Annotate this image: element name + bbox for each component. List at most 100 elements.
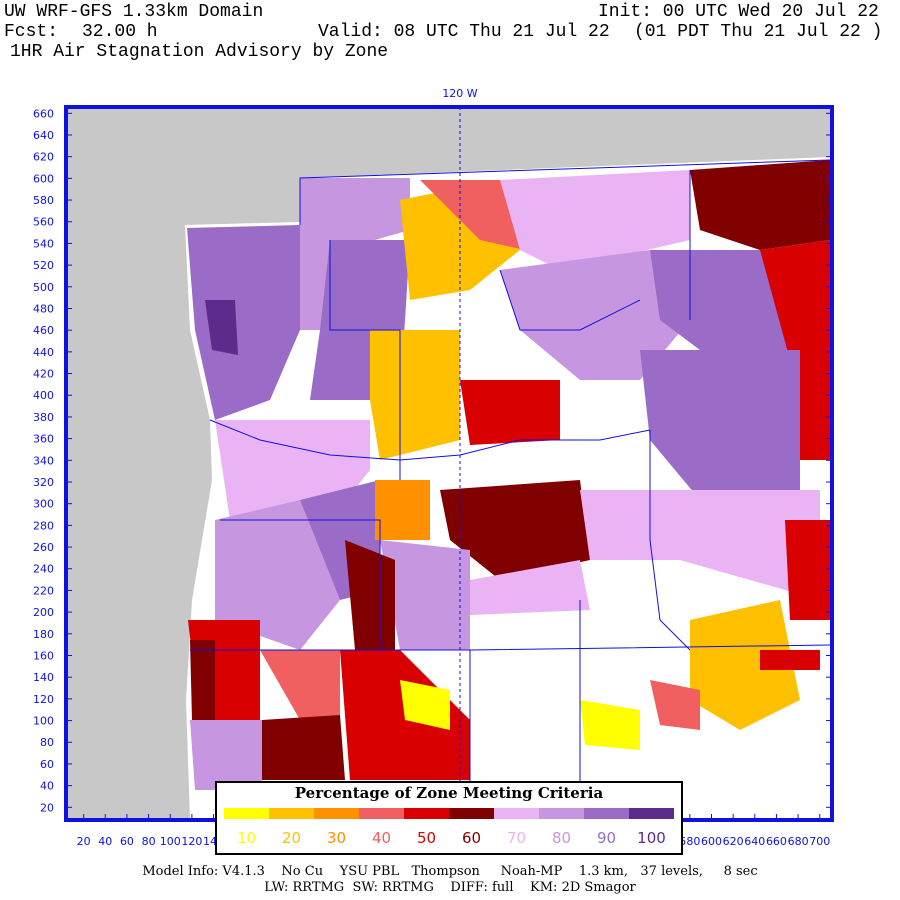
zone [650,680,700,730]
y-tick-label: 520 [33,259,54,272]
legend-label: 80 [552,829,571,847]
y-tick-label: 200 [33,606,54,619]
zone [580,700,640,750]
legend-label: 60 [462,829,481,847]
legend-swatch [359,808,404,819]
y-tick-label: 420 [33,368,54,381]
y-tick-label: 220 [33,584,54,597]
y-tick-label: 260 [33,541,54,554]
zones [187,160,830,790]
y-tick-label: 320 [33,476,54,489]
axis: 2040608010012014016018020022024026028030… [33,107,832,848]
x-tick-label: 660 [766,835,787,848]
y-tick-label: 660 [33,107,54,120]
y-tick-label: 340 [33,454,54,467]
zone [187,225,300,420]
x-tick-label: 100 [160,835,181,848]
zone [262,715,345,780]
border-line [499,269,641,331]
x-tick-label: 680 [788,835,809,848]
zone [375,480,430,540]
x-tick-label: 640 [744,835,765,848]
y-tick-label: 180 [33,628,54,641]
header-subtitle: 1HR Air Stagnation Advisory by Zone [10,42,389,62]
header-valid-local: (01 PDT Thu 21 Jul 22 ) [634,22,883,42]
zone [500,170,690,270]
zone [260,650,340,720]
legend-label: 90 [597,829,616,847]
header-title: UW WRF-GFS 1.33km Domain [4,2,264,22]
zone [785,520,830,620]
y-tick-label: 20 [40,801,54,814]
x-tick-label: 700 [809,835,830,848]
zone [640,350,800,500]
y-tick-label: 240 [33,563,54,576]
legend-label: 100 [637,829,666,847]
zone [580,490,820,600]
legend: Percentage of Zone Meeting Criteria 10 20… [215,781,683,855]
zone [690,160,830,250]
zone [400,680,450,730]
x-tick-label: 20 [77,835,91,848]
y-tick-label: 120 [33,693,54,706]
legend-swatch [584,808,629,819]
legend-swatch [449,808,494,819]
y-tick-label: 160 [33,649,54,662]
legend-swatch [494,808,539,819]
y-tick-label: 640 [33,129,54,142]
y-tick-label: 500 [33,281,54,294]
zone [500,250,690,380]
zone [470,560,590,615]
zone [760,650,820,670]
legend-swatch [224,808,269,819]
x-tick-label: 60 [120,835,134,848]
y-tick-label: 280 [33,519,54,532]
y-tick-label: 360 [33,433,54,446]
zone [380,540,470,650]
zone [690,600,800,730]
y-tick-label: 140 [33,671,54,684]
zone [370,330,460,460]
legend-title: Percentage of Zone Meeting Criteria [295,784,604,802]
zone [190,720,262,790]
zone [215,500,340,650]
x-tick-label: 120 [181,835,202,848]
y-tick-label: 440 [33,346,54,359]
zone [460,380,560,445]
border-line [220,519,381,650]
y-tick-label: 380 [33,411,54,424]
header-fcst-value: 32.00 h [82,22,158,42]
legend-label: 30 [327,829,346,847]
legend-label: 70 [507,829,526,847]
legend-swatch [314,808,359,819]
border-line [329,240,401,480]
y-tick-label: 60 [40,758,54,771]
x-tick-label: 80 [142,835,156,848]
y-tick-label: 540 [33,237,54,250]
legend-items: 10 20 30 40 50 60 70 80 90 100 [224,808,674,847]
x-tick-label: 620 [723,835,744,848]
footer-physics: LW: RRTMG SW: RRTMG DIFF: full KM: 2D Sm… [264,880,636,895]
zone [440,480,590,580]
x-tick-label: 40 [98,835,112,848]
legend-swatch [269,808,314,819]
x-tick-label: 600 [701,835,722,848]
header-valid: Valid: 08 UTC Thu 21 Jul 22 [318,22,610,42]
x-tick-label: 580 [679,835,700,848]
legend-label: 10 [237,829,256,847]
legend-swatch [539,808,584,819]
y-tick-label: 400 [33,389,54,402]
zone [420,180,525,250]
header-init: Init: 00 UTC Wed 20 Jul 22 [598,2,879,22]
footer-model-info: Model Info: V4.1.3 No Cu YSU PBL Thompso… [142,864,758,879]
meridian-label: 120 W [442,87,477,100]
zone [205,300,238,355]
y-tick-label: 460 [33,324,54,337]
legend-label: 20 [282,829,301,847]
y-tick-label: 40 [40,780,54,793]
zone [345,540,395,650]
legend-label: 40 [372,829,391,847]
y-tick-label: 300 [33,498,54,511]
